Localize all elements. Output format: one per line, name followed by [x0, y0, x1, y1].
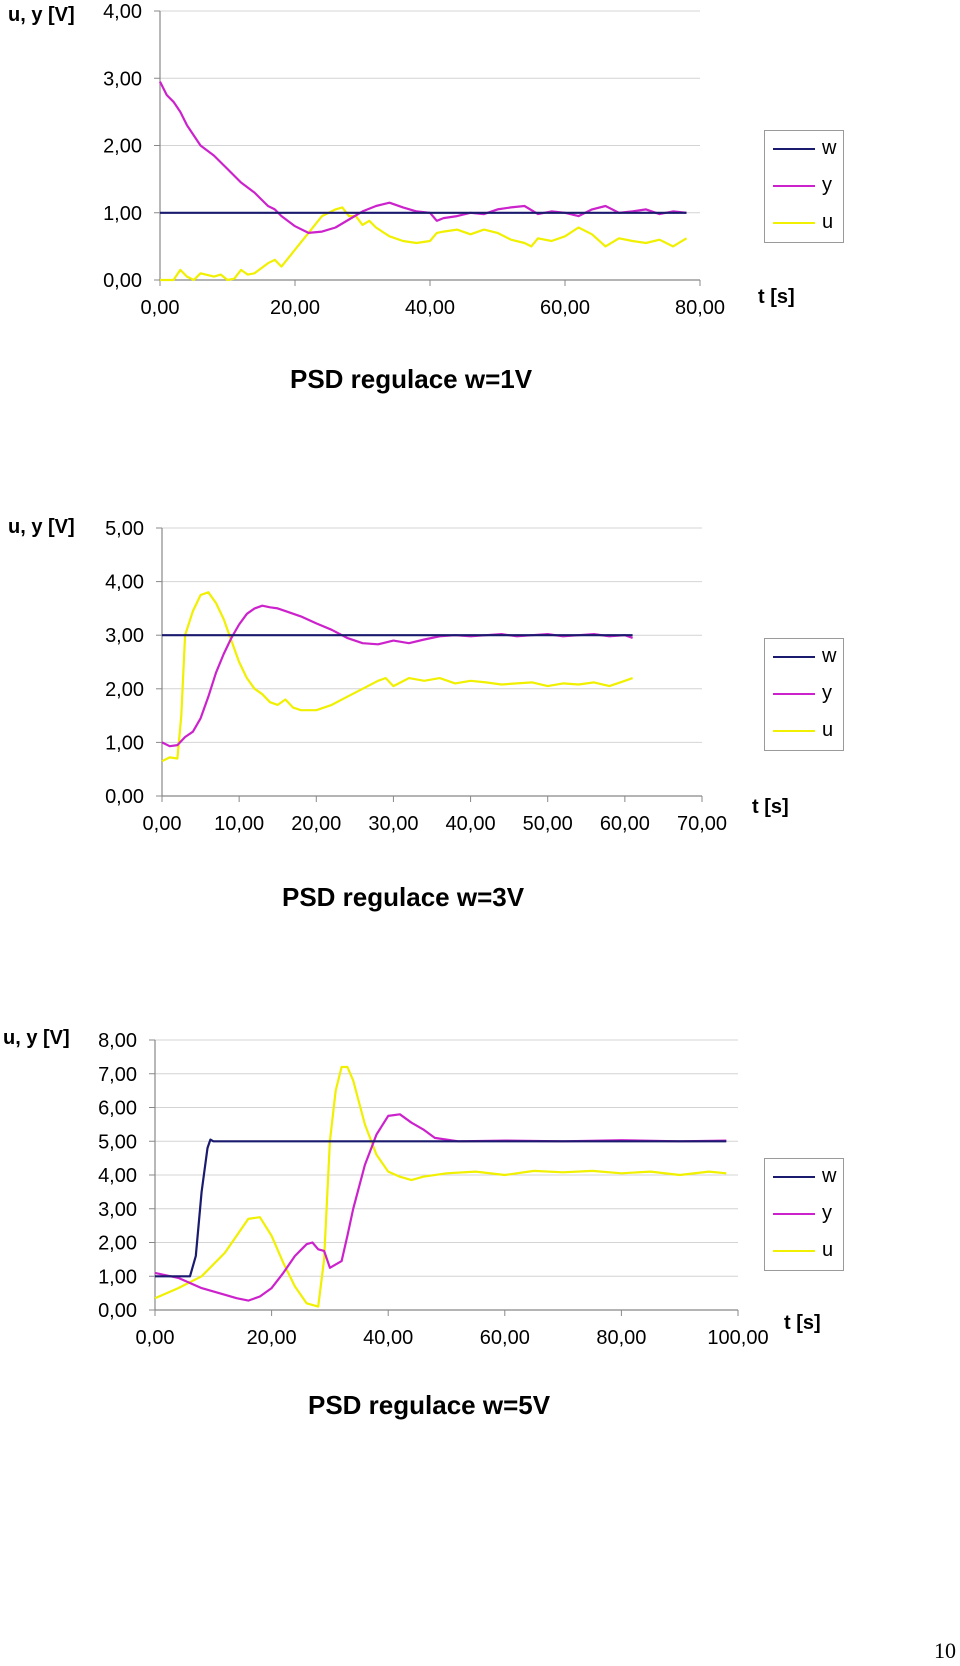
chart-w5-plot: 0,00 1,00 2,00 3,00 4,00 5,00 6,00 7,00 8,00 0,00…: [98, 1030, 769, 1349]
legend-item-u: u: [765, 205, 843, 242]
legend-swatch-y: [773, 185, 815, 187]
x-tick-label: 40,00: [363, 1327, 413, 1349]
chart-w1-title: PSD regulace w=1V: [290, 364, 533, 394]
legend-swatch-w: [773, 656, 815, 658]
y-tick-label: 3,00: [105, 625, 144, 647]
legend-label-w: w: [822, 1165, 837, 1187]
chart-w1-plot: 0,00 1,00 2,00 3,00 4,00 0,00 20,00 40,00 60,00 8…: [103, 1, 725, 319]
chart-w1-ylabel: u, y [V]: [8, 4, 75, 26]
legend-label-u: u: [822, 211, 834, 233]
series-line-u: [161, 591, 633, 763]
x-tick-label: 20,00: [270, 297, 320, 319]
legend-label-u: u: [822, 719, 834, 741]
y-tick-label: 0,00: [105, 786, 144, 808]
y-tick-label: 2,00: [98, 1233, 137, 1255]
chart-w5-ylabel: u, y [V]: [3, 1027, 70, 1049]
y-tick-label: 0,00: [98, 1300, 137, 1322]
series-line-w: [155, 1138, 727, 1278]
y-tick-label: 3,00: [98, 1199, 137, 1221]
chart-w5-legend: w y u: [764, 1158, 844, 1271]
legend-swatch-y: [773, 693, 815, 695]
series-line-u: [160, 206, 688, 282]
x-tick-label: 80,00: [596, 1327, 646, 1349]
chart-w5-xlabel: t [s]: [784, 1312, 821, 1334]
series-line-y: [161, 604, 633, 748]
x-tick-label: 20,00: [247, 1327, 297, 1349]
chart-w3-ylabel: u, y [V]: [8, 516, 75, 538]
legend-label-w: w: [822, 645, 837, 667]
legend-label-w: w: [822, 137, 837, 159]
y-tick-label: 1,00: [98, 1266, 137, 1288]
y-tick-label: 7,00: [98, 1064, 137, 1086]
legend-label-y: y: [822, 174, 832, 196]
legend-item-u: u: [765, 713, 843, 750]
legend-item-y: y: [765, 168, 843, 205]
chart-w5: 0,00 1,00 2,00 3,00 4,00 5,00 6,00 7,00 8,00 0,00…: [0, 1010, 960, 1430]
x-tick-label: 0,00: [143, 813, 182, 835]
chart-w1-legend: w y u: [764, 130, 844, 243]
x-tick-label: 60,00: [600, 813, 650, 835]
chart-w5-title: PSD regulace w=5V: [308, 1390, 551, 1420]
x-tick-label: 50,00: [523, 813, 573, 835]
legend-item-w: w: [765, 1159, 843, 1196]
x-tick-label: 0,00: [141, 297, 180, 319]
legend-item-u: u: [765, 1233, 843, 1270]
chart-w3-legend: w y u: [764, 638, 844, 751]
legend-item-y: y: [765, 676, 843, 713]
y-tick-label: 1,00: [105, 732, 144, 754]
chart-w3-plot: 0,00 1,00 2,00 3,00 4,00 5,00 0,00 10,00 20,00 30…: [105, 518, 727, 835]
chart-w1-xlabel: t [s]: [758, 286, 795, 308]
chart-w3: 0,00 1,00 2,00 3,00 4,00 5,00 0,00 10,00 20,00 30…: [0, 500, 960, 920]
legend-swatch-y: [773, 1213, 815, 1215]
legend-swatch-u: [773, 1250, 815, 1252]
page-number: 10: [934, 1638, 956, 1663]
chart-w3-title: PSD regulace w=3V: [282, 882, 525, 912]
legend-swatch-w: [773, 148, 815, 150]
chart-w1: 0,00 1,00 2,00 3,00 4,00 0,00 20,00 40,00 60,00 8…: [0, 0, 960, 420]
y-tick-label: 2,00: [105, 679, 144, 701]
legend-label-y: y: [822, 682, 832, 704]
x-tick-label: 40,00: [446, 813, 496, 835]
legend-label-u: u: [822, 1239, 834, 1261]
chart-w3-xlabel: t [s]: [752, 796, 789, 818]
y-tick-label: 4,00: [98, 1165, 137, 1187]
legend-item-w: w: [765, 131, 843, 168]
y-tick-label: 5,00: [105, 518, 144, 540]
legend-item-y: y: [765, 1196, 843, 1233]
y-tick-label: 4,00: [103, 1, 142, 23]
series-line-y: [159, 81, 687, 234]
legend-label-y: y: [822, 1202, 832, 1224]
x-tick-label: 10,00: [214, 813, 264, 835]
y-tick-label: 6,00: [98, 1098, 137, 1120]
x-tick-label: 80,00: [675, 297, 725, 319]
x-tick-label: 70,00: [677, 813, 727, 835]
legend-item-w: w: [765, 639, 843, 676]
y-tick-label: 5,00: [98, 1131, 137, 1153]
legend-swatch-w: [773, 1176, 815, 1178]
x-tick-label: 40,00: [405, 297, 455, 319]
y-tick-label: 0,00: [103, 270, 142, 292]
x-tick-label: 60,00: [480, 1327, 530, 1349]
x-tick-label: 0,00: [136, 1327, 175, 1349]
x-tick-label: 20,00: [291, 813, 341, 835]
y-tick-label: 3,00: [103, 68, 142, 90]
y-tick-label: 2,00: [103, 136, 142, 158]
x-tick-label: 30,00: [368, 813, 418, 835]
legend-swatch-u: [773, 730, 815, 732]
x-tick-label: 60,00: [540, 297, 590, 319]
series-line-u: [154, 1065, 727, 1308]
legend-swatch-u: [773, 222, 815, 224]
y-tick-label: 8,00: [98, 1030, 137, 1052]
y-tick-label: 4,00: [105, 572, 144, 594]
y-tick-label: 1,00: [103, 203, 142, 225]
x-tick-label: 100,00: [707, 1327, 768, 1349]
